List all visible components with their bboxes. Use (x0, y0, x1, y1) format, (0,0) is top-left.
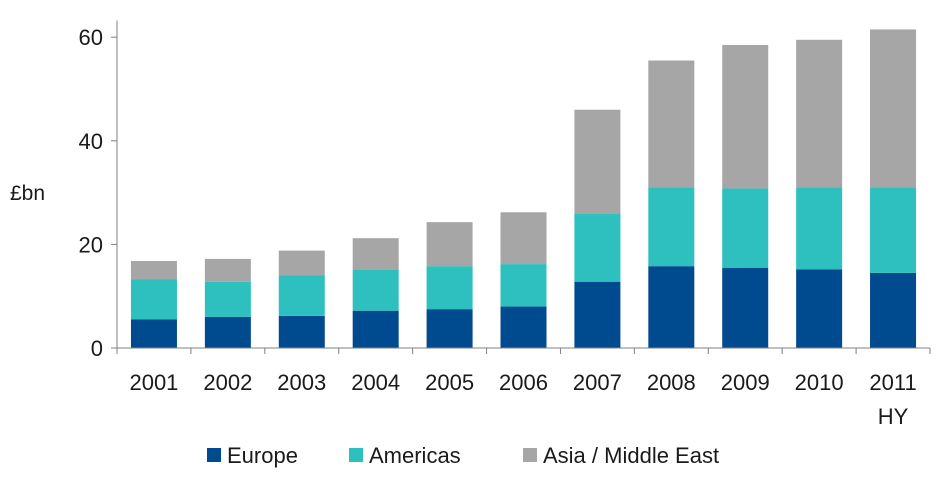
legend-item-europe: Europe (207, 443, 298, 468)
bar-asia-middle-east (278, 250, 325, 276)
legend-label: Asia / Middle East (543, 443, 719, 468)
y-tick-label: 60 (79, 25, 103, 50)
x-tick-label: 2007 (573, 370, 622, 395)
axes (116, 20, 931, 354)
bar-europe (130, 319, 177, 348)
legend-swatch (207, 448, 221, 462)
x-tick-label: 2011 HY (869, 370, 916, 429)
x-tick-label: 2010 (795, 370, 844, 395)
x-tick-label: 2008 (647, 370, 696, 395)
bar-europe (796, 269, 843, 348)
bar-europe (722, 267, 769, 348)
bar-americas (574, 213, 621, 282)
x-tick-label: 2009 (721, 370, 770, 395)
y-tick-label: 40 (79, 129, 103, 154)
bar-americas (796, 187, 843, 270)
bar-asia-middle-east (648, 60, 695, 188)
bar-asia-middle-east (870, 29, 917, 188)
x-axis: 2001 2002 2003 2004 2005 2006 2007 2008 2009 2010… (129, 370, 916, 429)
bar-americas (426, 266, 473, 310)
bar-asia-middle-east (500, 212, 547, 265)
bar-asia-middle-east (574, 109, 621, 214)
bar-asia-middle-east (426, 222, 473, 267)
bar-americas (130, 279, 177, 320)
y-axis-label: £bn (10, 182, 45, 205)
x-tick-label: 2003 (277, 370, 326, 395)
bar-americas (204, 281, 251, 317)
bar-asia-middle-east (204, 258, 251, 282)
legend-swatch (523, 448, 537, 462)
x-tick-label: 2006 (499, 370, 548, 395)
legend-item-asia-middle-east: Asia / Middle East (523, 443, 719, 468)
legend: Europe Americas Asia / Middle East (207, 443, 719, 468)
bar-europe (352, 310, 399, 348)
bar-americas (870, 187, 917, 273)
bar-asia-middle-east (722, 44, 769, 189)
bar-europe (426, 309, 473, 348)
bar-europe (500, 306, 547, 348)
bar-europe (648, 266, 695, 348)
bar-asia-middle-east (796, 39, 843, 188)
legend-label: Europe (227, 443, 298, 468)
bar-americas (648, 187, 695, 267)
x-tick-label: 2005 (425, 370, 474, 395)
bar-asia-middle-east (130, 260, 177, 280)
legend-swatch (349, 448, 363, 462)
bars (130, 29, 917, 348)
y-axis: 0 20 40 60 (79, 25, 117, 361)
bar-americas (500, 264, 547, 307)
x-tick-label: 2001 (129, 370, 178, 395)
y-tick-label: 0 (91, 336, 103, 361)
bar-europe (574, 281, 621, 348)
bar-europe (278, 315, 325, 348)
y-tick-label: 20 (79, 232, 103, 257)
legend-item-americas: Americas (349, 443, 461, 468)
x-tick-label: 2004 (351, 370, 400, 395)
bar-europe (870, 272, 917, 348)
bar-americas (722, 188, 769, 268)
bar-americas (278, 275, 325, 316)
bar-asia-middle-east (352, 238, 399, 270)
x-tick-label: 2002 (203, 370, 252, 395)
bar-americas (352, 269, 399, 311)
legend-label: Americas (369, 443, 461, 468)
bar-europe (204, 316, 251, 348)
